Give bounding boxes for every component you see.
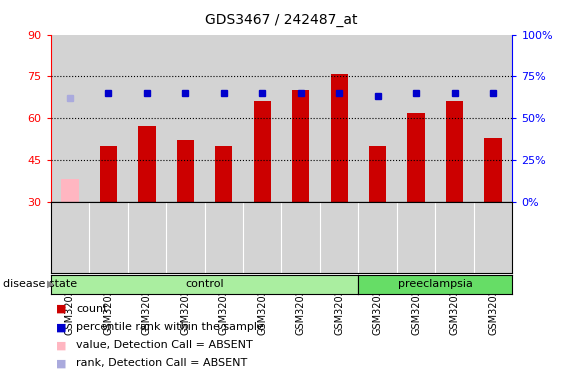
Bar [128,35,166,202]
Bar [484,137,502,202]
Bar [166,35,204,202]
Bar [215,146,233,202]
Bar [408,113,425,202]
Bar [51,35,89,202]
Text: percentile rank within the sample: percentile rank within the sample [76,322,264,332]
Bar [369,146,386,202]
Bar [138,126,155,202]
Text: control: control [185,279,224,289]
Text: ■: ■ [56,358,67,368]
Bar [292,90,310,202]
Text: ■: ■ [56,340,67,350]
Text: ▶: ▶ [47,279,54,289]
Bar [446,101,463,202]
Bar [320,35,359,202]
Bar [100,146,117,202]
Bar [177,141,194,202]
Bar [89,35,128,202]
Text: disease state: disease state [3,279,77,289]
Text: ■: ■ [56,304,67,314]
Text: GDS3467 / 242487_at: GDS3467 / 242487_at [205,13,358,27]
Bar [243,35,282,202]
Bar [61,179,79,202]
Text: rank, Detection Call = ABSENT: rank, Detection Call = ABSENT [76,358,247,368]
Text: count: count [76,304,108,314]
Bar [253,101,271,202]
Bar [330,74,348,202]
Bar [397,35,435,202]
Text: preeclampsia: preeclampsia [398,279,473,289]
Text: ■: ■ [56,322,67,332]
Bar [359,35,397,202]
Bar [435,35,474,202]
Text: value, Detection Call = ABSENT: value, Detection Call = ABSENT [76,340,253,350]
Bar [282,35,320,202]
Bar [474,35,512,202]
Bar [204,35,243,202]
